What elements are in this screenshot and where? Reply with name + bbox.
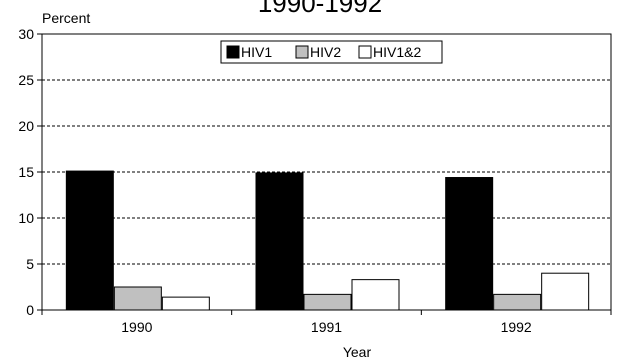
y-axis-label: Percent (42, 10, 90, 26)
legend-box (220, 40, 443, 64)
x-axis: 1990 1991 1992 (41, 310, 612, 335)
legend-swatch-hiv1and2 (358, 45, 372, 59)
x-axis-label: Year (343, 344, 372, 360)
chart-title: 1990-1992 (258, 0, 382, 18)
legend-label-hiv1: HIV1 (241, 44, 272, 60)
legend-label-hiv2: HIV2 (310, 44, 341, 60)
gridlines (42, 79, 611, 265)
bar-hiv12-1991 (351, 279, 400, 311)
y-tick-label: 25 (18, 72, 34, 88)
y-axis: 0 5 10 15 20 25 30 (18, 26, 42, 318)
legend-label-hiv1and2: HIV1&2 (373, 44, 421, 60)
bar-hiv1-1991 (255, 172, 304, 311)
y-tick-label: 10 (18, 210, 34, 226)
y-tick-label: 20 (18, 118, 34, 134)
y-tick-label: 30 (18, 26, 34, 42)
bar-hiv2-1990 (113, 286, 162, 311)
legend-swatch-hiv2 (295, 45, 309, 59)
bars (65, 170, 590, 311)
y-tick-label: 0 (26, 302, 34, 318)
bar-hiv2-1992 (493, 293, 542, 311)
y-tick-label: 5 (26, 256, 34, 272)
legend-swatch-hiv1 (226, 45, 240, 59)
y-tick-label: 15 (18, 164, 34, 180)
bar-hiv12-1992 (541, 272, 590, 311)
x-tick-label: 1990 (121, 319, 152, 335)
x-tick-label: 1991 (311, 319, 342, 335)
legend: HIV1 HIV2 HIV1&2 (220, 40, 443, 64)
bar-hiv1-1990 (65, 170, 114, 311)
bar-hiv2-1991 (303, 293, 352, 311)
bar-hiv1-1992 (445, 177, 494, 311)
bar-hiv12-1990 (161, 296, 210, 311)
x-tick-label: 1992 (501, 319, 532, 335)
